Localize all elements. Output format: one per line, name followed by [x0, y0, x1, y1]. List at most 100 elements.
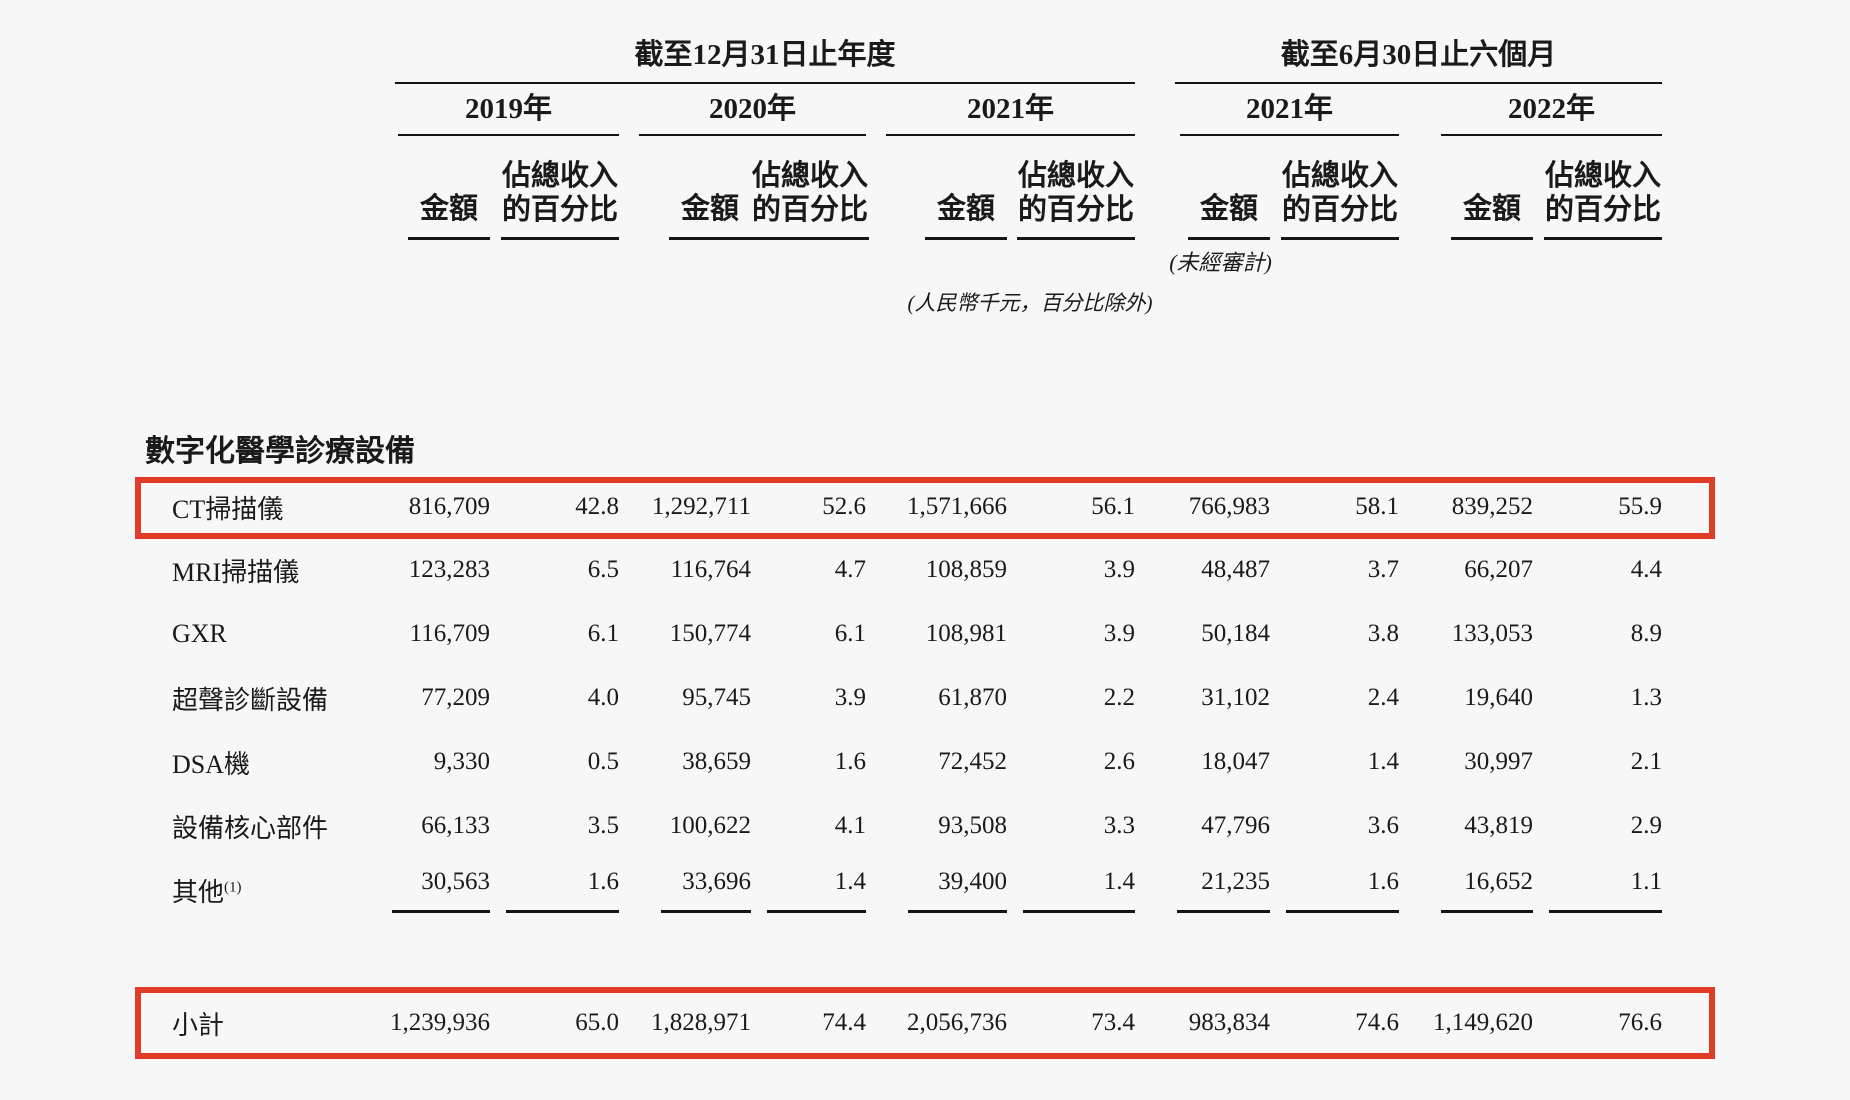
cell-percent: 3.5 — [587, 812, 619, 839]
spacer-cell — [135, 30, 350, 84]
cell-amount: 47,796 — [1201, 812, 1271, 839]
cell-percent: 2.6 — [1103, 748, 1136, 775]
cell-amount: 116,764 — [670, 556, 751, 583]
row-label-text: 其他 — [172, 877, 225, 907]
cell-percent: 4.1 — [834, 812, 866, 839]
section-title-row: 數字化醫學診療設備 — [135, 324, 1662, 476]
period-group-header-row: 截至12月31日止年度 截至6月30日止六個月 — [135, 30, 1663, 84]
column-header-row: 金額 佔總收入 的百分比 金額 佔總收入 的百分比 金額 佔總收入 的百分比 金額 佔… — [135, 136, 1663, 240]
percent-header-line2: 的百分比 — [501, 193, 618, 226]
cell-percent: 74.4 — [822, 1009, 866, 1036]
table-row-gxr: GXR 116,709 6.1 150,774 6.1 108,981 3.9 … — [135, 602, 1662, 666]
cell-amount: 133,053 — [1451, 620, 1534, 647]
row-label: 超聲診斷設備 — [172, 685, 329, 715]
cell-percent: 3.9 — [1103, 620, 1136, 647]
row-label: DSA機 — [172, 749, 251, 779]
cell-percent: 1.4 — [1023, 868, 1136, 913]
spacer-cell — [135, 240, 1135, 284]
table-row-dsa: DSA機 9,330 0.5 38,659 1.6 72,452 2.6 18,… — [135, 730, 1662, 794]
table-row-others: 其他(1) 30,563 1.6 33,696 1.4 39,400 1.4 2… — [135, 858, 1663, 922]
cell-amount: 30,563 — [392, 868, 490, 913]
cell-amount: 33,696 — [661, 868, 751, 913]
cell-percent: 65.0 — [575, 1009, 619, 1036]
cell-amount: 18,047 — [1201, 748, 1271, 775]
cell-percent: 4.4 — [1630, 556, 1663, 583]
amount-header-2021: 金額 — [925, 185, 1007, 240]
cell-percent: 56.1 — [1091, 493, 1136, 520]
amount-header-2020: 金額 — [669, 185, 751, 240]
revenue-breakdown-table: 截至12月31日止年度 截至6月30日止六個月 2019年 2020年 2021… — [135, 30, 1663, 1058]
cell-amount: 2,056,736 — [907, 1009, 1007, 1036]
cell-percent: 1.4 — [1367, 748, 1400, 775]
cell-percent: 3.9 — [834, 684, 866, 711]
cell-amount: 66,207 — [1464, 556, 1534, 583]
cell-percent: 73.4 — [1091, 1009, 1136, 1036]
percent-header-2020: 佔總收入 的百分比 — [751, 159, 869, 240]
cell-percent: 3.7 — [1367, 556, 1400, 583]
highlight-box-ct-row — [135, 477, 1715, 539]
cell-percent: 74.6 — [1355, 1009, 1400, 1036]
percent-header-line1: 佔總收入 — [1545, 159, 1662, 192]
cell-percent: 2.9 — [1630, 812, 1663, 839]
cell-amount: 983,834 — [1188, 1009, 1271, 1036]
row-label: GXR — [172, 619, 227, 648]
table-row-mri-scanner: MRI掃描儀 123,283 6.5 116,764 4.7 108,859 3… — [135, 538, 1662, 602]
cell-amount: 16,652 — [1441, 868, 1534, 913]
percent-header-line1: 佔總收入 — [1018, 159, 1135, 192]
cell-percent: 2.2 — [1103, 684, 1136, 711]
percent-header-line2: 的百分比 — [751, 193, 868, 226]
percent-header-line1: 佔總收入 — [501, 159, 618, 192]
cell-amount: 93,508 — [938, 812, 1007, 839]
cell-amount: 21,235 — [1177, 868, 1271, 913]
cell-amount: 839,252 — [1451, 493, 1534, 520]
cell-percent: 8.9 — [1630, 620, 1663, 647]
cell-amount: 72,452 — [938, 748, 1007, 775]
table-row-ultrasound: 超聲診斷設備 77,209 4.0 95,745 3.9 61,870 2.2 … — [135, 666, 1662, 730]
cell-amount: 48,487 — [1201, 556, 1271, 583]
cell-percent: 3.3 — [1103, 812, 1136, 839]
highlight-box-subtotal-row — [135, 987, 1715, 1059]
cell-percent: 55.9 — [1618, 493, 1663, 520]
cell-amount: 1,828,971 — [651, 1009, 751, 1036]
row-label: MRI掃描儀 — [172, 557, 300, 587]
year-header-2022-6m: 2022年 — [1441, 85, 1663, 136]
cell-percent: 52.6 — [822, 493, 866, 520]
spacer-row — [135, 922, 1662, 988]
period-group-fiscal-year: 截至12月31日止年度 — [395, 31, 1136, 84]
row-label: 小計 — [172, 1010, 225, 1040]
year-header-2021-6m: 2021年 — [1180, 85, 1400, 136]
row-label: 設備核心部件 — [172, 813, 329, 843]
cell-amount: 95,745 — [682, 684, 751, 711]
percent-header-2022-6m: 佔總收入 的百分比 — [1544, 159, 1663, 240]
cell-amount: 50,184 — [1201, 620, 1271, 647]
percent-header-2021-6m: 佔總收入 的百分比 — [1281, 159, 1400, 240]
spacer-cell — [135, 136, 350, 240]
cell-amount: 19,640 — [1464, 684, 1534, 711]
cell-percent: 76.6 — [1618, 1009, 1663, 1036]
percent-header-line1: 佔總收入 — [751, 159, 868, 192]
cell-percent: 1.6 — [506, 868, 619, 913]
spacer-cell — [135, 284, 350, 324]
cell-percent: 6.5 — [587, 556, 619, 583]
spacer-cell — [1270, 240, 1662, 284]
cell-percent: 3.9 — [1103, 556, 1136, 583]
percent-header-line2: 的百分比 — [1545, 193, 1662, 226]
cell-amount: 816,709 — [408, 493, 490, 520]
cell-percent: 2.1 — [1630, 748, 1663, 775]
cell-amount: 766,983 — [1188, 493, 1271, 520]
cell-percent: 1.3 — [1630, 684, 1663, 711]
cell-amount: 108,981 — [925, 620, 1007, 647]
cell-percent: 6.1 — [587, 620, 619, 647]
cell-percent: 1.6 — [1286, 868, 1400, 913]
table-row-core-components: 設備核心部件 66,133 3.5 100,622 4.1 93,508 3.3… — [135, 794, 1662, 858]
section-title: 數字化醫學診療設備 — [145, 435, 415, 468]
cell-percent: 1.4 — [767, 868, 866, 913]
percent-header-line1: 佔總收入 — [1282, 159, 1399, 192]
cell-percent: 6.1 — [834, 620, 866, 647]
cell-amount: 39,400 — [908, 868, 1007, 913]
cell-amount: 1,292,711 — [651, 493, 751, 520]
cell-percent: 1.1 — [1549, 868, 1663, 913]
cell-percent: 3.8 — [1367, 620, 1400, 647]
footnote-marker: (1) — [224, 878, 242, 895]
cell-amount: 66,133 — [421, 812, 490, 839]
